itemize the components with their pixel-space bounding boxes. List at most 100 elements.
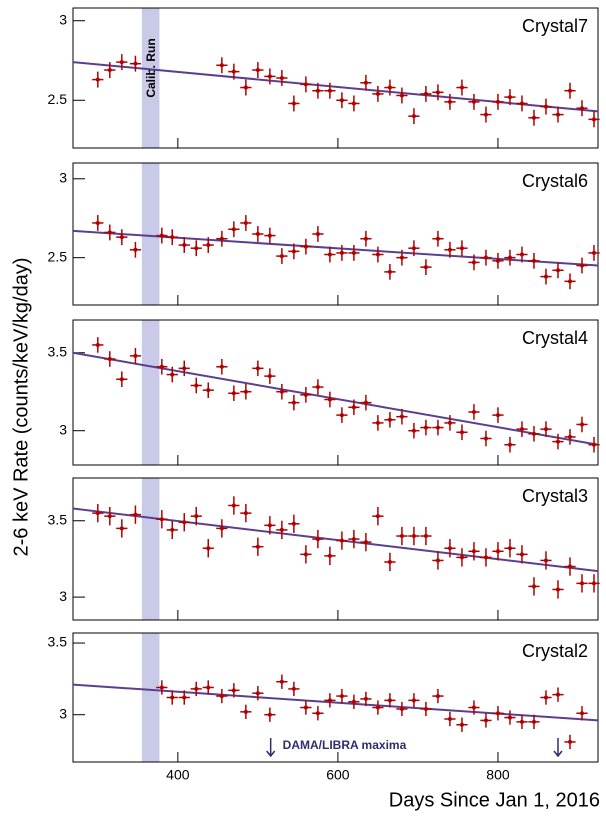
point bbox=[495, 258, 500, 263]
point bbox=[591, 250, 596, 255]
point bbox=[447, 546, 452, 551]
point bbox=[375, 514, 380, 519]
point bbox=[231, 503, 236, 508]
point bbox=[471, 99, 476, 104]
point bbox=[495, 549, 500, 554]
point bbox=[206, 546, 211, 551]
point bbox=[327, 397, 332, 402]
point bbox=[159, 364, 164, 369]
point bbox=[471, 705, 476, 710]
point bbox=[495, 711, 500, 716]
point bbox=[399, 534, 404, 539]
point bbox=[519, 427, 524, 432]
point bbox=[231, 688, 236, 693]
point bbox=[543, 104, 548, 109]
point bbox=[107, 356, 112, 361]
point bbox=[95, 77, 100, 82]
point bbox=[182, 695, 187, 700]
y-tick-label: 3 bbox=[59, 421, 67, 437]
annotation: DAMA/LIBRA maxima bbox=[283, 738, 407, 752]
point bbox=[471, 409, 476, 414]
point bbox=[231, 391, 236, 396]
y-tick-label: 3 bbox=[59, 11, 67, 27]
point bbox=[567, 564, 572, 569]
panel-label: Crystal4 bbox=[522, 328, 588, 348]
point bbox=[483, 255, 488, 260]
y-tick-label: 3.5 bbox=[48, 343, 68, 359]
point bbox=[339, 694, 344, 699]
point bbox=[531, 115, 536, 120]
point bbox=[133, 353, 138, 358]
calib-band bbox=[141, 8, 160, 148]
point bbox=[194, 686, 199, 691]
point bbox=[194, 383, 199, 388]
point bbox=[423, 706, 428, 711]
arrow bbox=[266, 738, 276, 758]
point bbox=[194, 246, 199, 251]
point bbox=[399, 414, 404, 419]
point bbox=[219, 694, 224, 699]
point bbox=[363, 400, 368, 405]
y-tick-label: 3.5 bbox=[48, 634, 68, 650]
point bbox=[291, 521, 296, 526]
point bbox=[543, 274, 548, 279]
point bbox=[315, 385, 320, 390]
point bbox=[107, 68, 112, 73]
point bbox=[579, 106, 584, 111]
point bbox=[351, 537, 356, 542]
point bbox=[375, 420, 380, 425]
calib-band bbox=[141, 320, 160, 465]
point bbox=[95, 342, 100, 347]
panel-label: Crystal2 bbox=[522, 641, 588, 661]
point bbox=[279, 679, 284, 684]
point bbox=[107, 230, 112, 235]
point bbox=[327, 88, 332, 93]
point bbox=[159, 517, 164, 522]
point bbox=[170, 695, 175, 700]
point bbox=[375, 252, 380, 257]
point bbox=[363, 236, 368, 241]
point bbox=[315, 88, 320, 93]
point bbox=[279, 389, 284, 394]
point bbox=[447, 247, 452, 252]
point bbox=[483, 718, 488, 723]
point bbox=[483, 555, 488, 560]
point bbox=[231, 227, 236, 232]
point bbox=[267, 374, 272, 379]
point bbox=[339, 413, 344, 418]
point bbox=[159, 685, 164, 690]
point bbox=[555, 692, 560, 697]
point bbox=[579, 711, 584, 716]
point bbox=[435, 558, 440, 563]
point bbox=[119, 377, 124, 382]
point bbox=[387, 85, 392, 90]
point bbox=[231, 69, 236, 74]
panel-label: Crystal7 bbox=[522, 16, 588, 36]
point bbox=[133, 247, 138, 252]
point bbox=[555, 439, 560, 444]
point bbox=[459, 555, 464, 560]
point bbox=[411, 698, 416, 703]
point bbox=[255, 544, 260, 549]
point bbox=[375, 91, 380, 96]
point bbox=[170, 372, 175, 377]
point bbox=[351, 405, 356, 410]
point bbox=[315, 537, 320, 542]
point bbox=[327, 553, 332, 558]
point bbox=[495, 99, 500, 104]
point bbox=[159, 233, 164, 238]
point bbox=[339, 538, 344, 543]
point bbox=[291, 400, 296, 405]
x-tick-label: 800 bbox=[486, 767, 510, 783]
point bbox=[567, 739, 572, 744]
point bbox=[267, 523, 272, 528]
plot-frame bbox=[72, 477, 599, 621]
point bbox=[423, 265, 428, 270]
point bbox=[133, 61, 138, 66]
point bbox=[531, 584, 536, 589]
point bbox=[507, 255, 512, 260]
point bbox=[315, 711, 320, 716]
point bbox=[399, 93, 404, 98]
point bbox=[182, 243, 187, 248]
